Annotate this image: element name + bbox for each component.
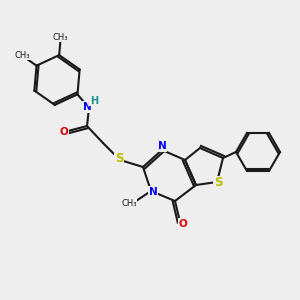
Text: CH₃: CH₃ [53, 33, 68, 42]
Text: CH₃: CH₃ [14, 51, 29, 60]
Text: S: S [214, 176, 222, 190]
Text: H: H [90, 96, 98, 106]
Text: CH₃: CH₃ [121, 200, 137, 208]
Text: O: O [60, 127, 68, 137]
Text: N: N [82, 102, 91, 112]
Text: N: N [148, 187, 158, 197]
Text: N: N [158, 141, 166, 151]
Text: O: O [178, 219, 188, 229]
Text: S: S [115, 152, 123, 166]
